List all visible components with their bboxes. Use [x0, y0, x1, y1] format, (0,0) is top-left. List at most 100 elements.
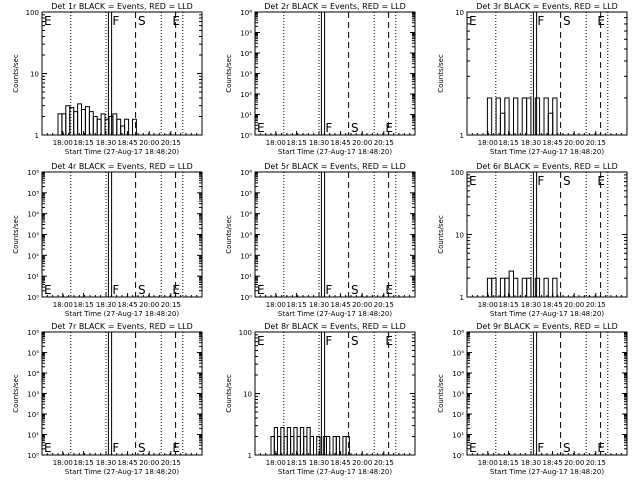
x-tick-label: 18:45 [331, 139, 351, 147]
data-step [513, 277, 519, 297]
event-marker-label: E [469, 14, 477, 28]
x-tick-label: 20:00 [564, 301, 584, 309]
y-tick-label: 10⁰ [240, 132, 252, 140]
y-tick-label: 1 [248, 452, 252, 460]
y-axis-label: Counts/sec [12, 215, 20, 254]
x-tick-label: 18:15 [74, 459, 94, 467]
y-tick-label: 10⁶ [240, 9, 252, 17]
x-tick-label: 18:15 [499, 139, 519, 147]
x-tick-label: 18:15 [287, 459, 307, 467]
y-tick-label: 10⁰ [27, 294, 39, 302]
panel-title: Det 6r BLACK = Events, RED = LLD [476, 162, 618, 171]
x-tick-label: 20:00 [564, 139, 584, 147]
y-tick-label: 10⁰ [452, 452, 464, 460]
x-tick-label: 20:15 [374, 459, 394, 467]
event-marker-label: S [138, 441, 146, 455]
event-marker-label: F [537, 174, 544, 188]
data-step [543, 277, 549, 297]
x-tick-label: 20:15 [586, 139, 606, 147]
panel-title: Det 4r BLACK = Events, RED = LLD [51, 162, 193, 171]
data-step [132, 118, 137, 135]
x-tick-label: 20:15 [374, 301, 394, 309]
y-tick-label: 10² [240, 252, 252, 260]
y-tick-label: 10⁶ [27, 169, 39, 177]
y-tick-label: 10¹ [27, 432, 39, 440]
event-marker-label: F [325, 121, 332, 135]
x-tick-label: 18:45 [543, 139, 563, 147]
event-marker-label: E [44, 283, 52, 297]
y-tick-label: 10¹ [452, 432, 464, 440]
y-tick-label: 10² [240, 91, 252, 99]
event-marker-label: S [351, 283, 359, 297]
event-marker-label: E [597, 14, 605, 28]
detector-panel: Det 3r BLACK = Events, RED = LLD 1 10 18:00… [437, 2, 628, 156]
x-tick-label: 20:15 [586, 301, 606, 309]
x-tick-label: 18:00 [478, 139, 498, 147]
x-tick-label: 18:00 [53, 459, 73, 467]
event-marker-label: E [172, 441, 180, 455]
event-marker-label: S [351, 334, 359, 348]
x-tick-label: 18:00 [266, 139, 286, 147]
x-tick-label: 18:30 [96, 301, 116, 309]
data-step [124, 118, 130, 135]
panel-title: Det 2r BLACK = Events, RED = LLD [264, 2, 406, 11]
y-tick-label: 10¹ [240, 112, 252, 120]
x-tick-label: 20:00 [139, 459, 159, 467]
y-tick-label: 100 [239, 329, 252, 337]
detector-panel: Det 4r BLACK = Events, RED = LLD 10⁰ 10¹ 10… [12, 162, 203, 318]
y-axis-label: Counts/sec [437, 215, 445, 254]
x-tick-label: 20:00 [139, 301, 159, 309]
x-tick-label: 18:15 [287, 139, 307, 147]
x-tick-label: 18:15 [287, 301, 307, 309]
event-marker-label: F [537, 441, 544, 455]
event-marker-label: F [112, 441, 119, 455]
x-tick-label: 18:45 [543, 459, 563, 467]
event-marker-label: E [469, 174, 477, 188]
y-axis-label: Counts/sec [437, 54, 445, 93]
y-tick-label: 10² [27, 252, 39, 260]
detector-panel: Det 8r BLACK = Events, RED = LLD 1 10 100 18… [225, 322, 416, 476]
y-tick-label: 1 [460, 132, 464, 140]
event-marker-label: S [138, 283, 146, 297]
detector-panel: Det 9r BLACK = Events, RED = LLD 10⁰ 10¹ 10… [437, 322, 628, 476]
y-tick-label: 10⁰ [240, 294, 252, 302]
x-axis-label: Start Time (27-Aug-17 18:48:20) [65, 310, 179, 318]
y-tick-label: 10⁴ [240, 211, 252, 219]
panel-title: Det 7r BLACK = Events, RED = LLD [51, 322, 193, 331]
data-step [345, 436, 350, 455]
event-marker-label: F [325, 334, 332, 348]
event-marker-label: F [537, 14, 544, 28]
y-tick-label: 10 [455, 232, 464, 240]
event-marker-label: S [563, 441, 571, 455]
x-tick-label: 18:30 [521, 301, 541, 309]
x-tick-label: 18:45 [118, 459, 138, 467]
event-marker-label: E [44, 14, 52, 28]
data-step [486, 97, 493, 135]
panel-title: Det 5r BLACK = Events, RED = LLD [264, 162, 406, 171]
x-tick-label: 20:15 [161, 459, 181, 467]
event-marker-label: S [351, 121, 359, 135]
y-tick-label: 10 [455, 9, 464, 17]
x-tick-label: 20:00 [352, 139, 372, 147]
x-axis-label: Start Time (27-Aug-17 18:48:20) [490, 148, 604, 156]
y-tick-label: 10² [452, 411, 464, 419]
x-tick-label: 20:00 [352, 301, 372, 309]
data-step [526, 97, 532, 135]
y-tick-label: 10³ [452, 391, 464, 399]
x-tick-label: 18:00 [478, 459, 498, 467]
event-marker-label: S [138, 14, 146, 28]
x-tick-label: 20:00 [564, 459, 584, 467]
data-step [309, 436, 314, 455]
y-tick-label: 10⁵ [240, 190, 252, 198]
x-tick-label: 20:15 [374, 139, 394, 147]
y-tick-label: 10¹ [240, 273, 252, 281]
event-marker-label: E [597, 174, 605, 188]
panel-title: Det 9r BLACK = Events, RED = LLD [476, 322, 618, 331]
x-tick-label: 18:45 [118, 139, 138, 147]
event-marker-label: E [469, 441, 477, 455]
y-tick-label: 10³ [240, 232, 252, 240]
event-marker-label: E [257, 283, 265, 297]
y-tick-label: 10 [30, 71, 39, 79]
